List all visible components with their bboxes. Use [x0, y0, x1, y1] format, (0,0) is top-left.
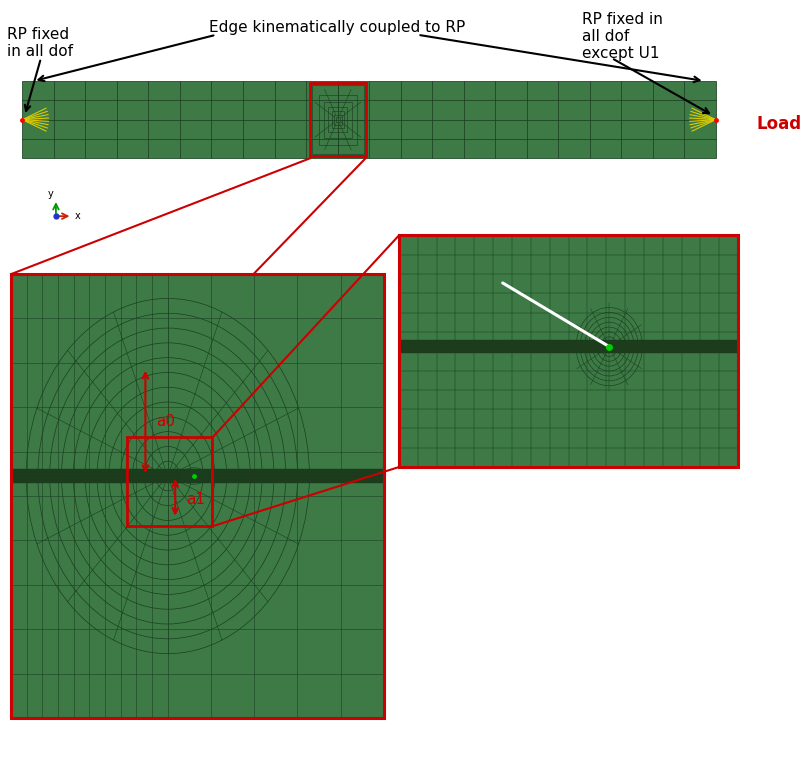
- Text: Edge kinematically coupled to RP: Edge kinematically coupled to RP: [209, 20, 465, 35]
- Bar: [399, 235, 738, 467]
- Text: RP fixed in
all dof
except U1: RP fixed in all dof except U1: [582, 12, 662, 62]
- Bar: [11, 469, 384, 483]
- Text: y: y: [48, 189, 54, 199]
- Bar: [334, 115, 342, 124]
- Bar: [399, 340, 738, 353]
- Bar: [11, 274, 384, 718]
- Bar: [324, 102, 351, 137]
- Bar: [399, 235, 738, 467]
- Text: RP fixed
in all dof: RP fixed in all dof: [7, 27, 74, 59]
- Bar: [336, 117, 340, 122]
- Text: Load: Load: [757, 114, 800, 133]
- Bar: [319, 95, 357, 144]
- Bar: [310, 83, 366, 156]
- Bar: [11, 274, 384, 718]
- Bar: [22, 81, 716, 158]
- Bar: [331, 111, 344, 128]
- Text: a0: a0: [157, 415, 175, 429]
- Bar: [311, 85, 364, 154]
- Text: x: x: [74, 212, 80, 221]
- Bar: [328, 107, 347, 132]
- Bar: [126, 438, 213, 527]
- Text: a1: a1: [186, 492, 206, 506]
